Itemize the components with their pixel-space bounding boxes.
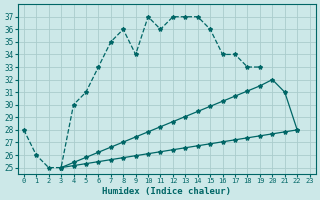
- X-axis label: Humidex (Indice chaleur): Humidex (Indice chaleur): [102, 187, 231, 196]
